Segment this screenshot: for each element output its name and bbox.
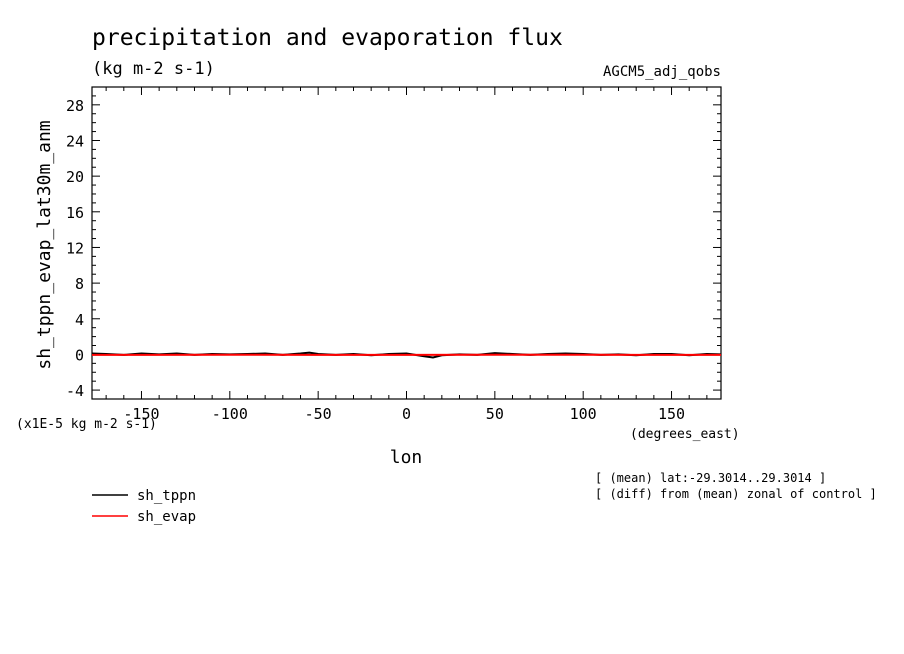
y-tick-label: 28 [66, 97, 84, 115]
legend-label-sh-evap: sh_evap [137, 509, 196, 525]
x-tick-label: -50 [305, 405, 332, 423]
series-lines [91, 351, 722, 359]
note-mean-lat: [ (mean) lat:-29.3014..29.3014 ] [595, 471, 826, 485]
y-tick-label: -4 [66, 382, 84, 400]
chart-units: (kg m-2 s-1) [92, 59, 215, 79]
legend-label-sh-tppn: sh_tppn [137, 488, 196, 504]
y-scale-note: (x1E-5 kg m-2 s-1) [16, 417, 157, 432]
y-tick-labels: -4 0 4 8 12 16 20 24 28 [66, 97, 84, 400]
y-tick-label: 4 [75, 311, 84, 329]
tick-marks [92, 87, 721, 399]
plot-frame [91, 86, 722, 400]
legend: sh_tppn sh_evap [92, 488, 196, 525]
x-tick-label: 100 [570, 405, 597, 423]
y-tick-label: 12 [66, 239, 84, 257]
x-units: (degrees_east) [630, 427, 740, 442]
y-axis-label: sh_tppn_evap_lat30m_anm [34, 120, 55, 369]
y-tick-label: 8 [75, 275, 84, 293]
y-tick-label: 24 [66, 132, 84, 150]
y-tick-label: 16 [66, 204, 84, 222]
y-tick-label: 0 [75, 346, 84, 364]
x-tick-label: -150 [123, 405, 159, 423]
x-tick-label: 50 [486, 405, 504, 423]
x-tick-label: -100 [212, 405, 248, 423]
y-tick-label: 20 [66, 168, 84, 186]
chart-title: precipitation and evaporation flux [92, 25, 563, 51]
x-axis-label: lon [390, 447, 423, 468]
run-label: AGCM5_adj_qobs [603, 64, 721, 80]
x-tick-label: 150 [658, 405, 685, 423]
x-tick-labels: -150 -100 -50 0 50 100 150 [123, 405, 685, 423]
x-tick-label: 0 [402, 405, 411, 423]
note-diff-control: [ (diff) from (mean) zonal of control ] [595, 487, 877, 501]
